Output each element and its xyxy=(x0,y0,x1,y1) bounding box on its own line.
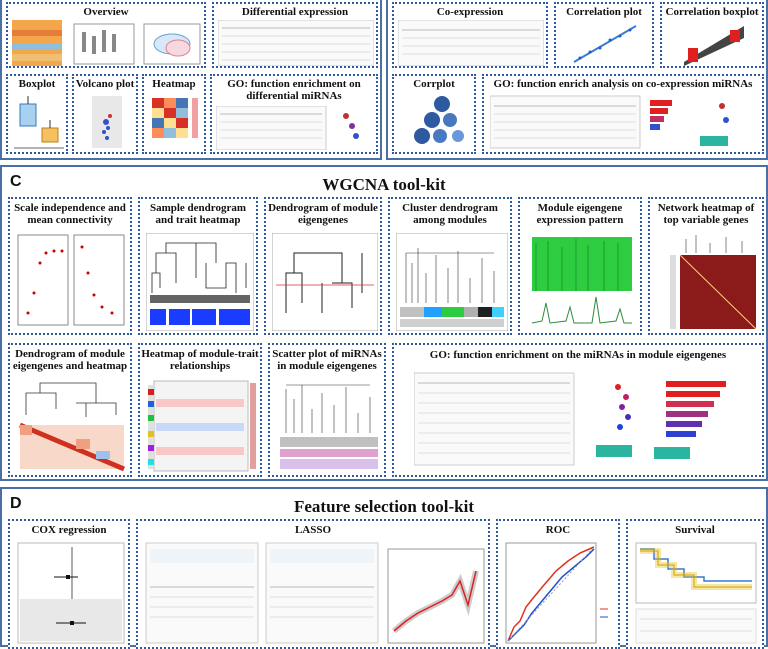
panel-sample-dendrogram-title: Sample dendrogram and trait heatmap xyxy=(149,202,247,226)
volcano-thumbnail xyxy=(92,96,122,148)
section-feature-selection: D Feature selection tool-kit COX regress… xyxy=(0,487,768,649)
panel-module-eigengene-title: Module eigengene expression pattern xyxy=(536,202,624,226)
panel-go-diff: GO: function enrichment on differential … xyxy=(210,74,378,154)
panel-lasso: LASSO xyxy=(136,519,490,649)
cox-thumbnail xyxy=(17,542,125,644)
section-d-title: Feature selection tool-kit xyxy=(293,497,475,516)
panel-differential-expression: Differential expression xyxy=(212,2,378,68)
panel-heatmap-trait-title: Heatmap of module-trait relationships xyxy=(141,348,259,372)
heatmap-thumbnail xyxy=(152,98,198,138)
dendrogram-module-thumbnail xyxy=(272,233,378,331)
section-coexpression: Co-expression Correlation plot Correlati… xyxy=(386,0,768,160)
panel-scatter-mirnas-title: Scatter plot of miRNAs in module eigenge… xyxy=(272,348,382,372)
panel-network-heatmap: Network heatmap of top variable genes xyxy=(648,197,764,335)
boxplot-thumbnail xyxy=(14,96,64,149)
panel-boxplot: Boxplot xyxy=(6,74,68,154)
panel-boxplot-title: Boxplot xyxy=(18,78,56,90)
panel-dendrogram-heatmap: Dendrogram of module eigengenes and heat… xyxy=(8,343,132,477)
overview-thumbnail xyxy=(12,20,201,66)
panel-heatmap-title: Heatmap xyxy=(152,78,196,90)
panel-overview-title: Overview xyxy=(83,6,129,18)
panel-scatter-mirnas: Scatter plot of miRNAs in module eigenge… xyxy=(268,343,386,477)
section-wgcna: C WGCNA tool-kit Scale independence and … xyxy=(0,165,768,481)
coexp-table-thumbnail xyxy=(398,20,544,66)
panel-correlation-boxplot: Correlation boxplot xyxy=(660,2,764,68)
section-d-letter: D xyxy=(10,495,22,512)
go-diff-thumbnail xyxy=(216,106,359,150)
panel-scale-independence: Scale independence and mean connectivity xyxy=(8,197,132,335)
heatmap-trait-thumbnail xyxy=(148,380,256,472)
panel-co-expression-title: Co-expression xyxy=(436,6,504,18)
section-c-title: WGCNA tool-kit xyxy=(322,175,446,194)
cluster-dendrogram-thumbnail xyxy=(396,233,508,331)
panel-network-heatmap-title: Network heatmap of top variable genes xyxy=(657,202,755,226)
panel-go-coexp: GO: function enrich analysis on co-expre… xyxy=(482,74,764,154)
corrplot-thumbnail xyxy=(414,96,464,144)
panel-dendrogram-heatmap-title: Dendrogram of module eigengenes and heat… xyxy=(12,348,128,372)
panel-cluster-dendrogram: Cluster dendrogram among modules xyxy=(388,197,512,335)
panel-co-expression: Co-expression xyxy=(392,2,548,68)
roc-thumbnail xyxy=(505,542,608,644)
panel-roc: ROC xyxy=(496,519,620,649)
panel-overview: Overview xyxy=(6,2,206,68)
correlation-thumbnail xyxy=(573,25,637,63)
panel-correlation-boxplot-title: Correlation boxplot xyxy=(665,6,759,18)
panel-corrplot: Corrplot xyxy=(392,74,476,154)
panel-go-module: GO: function enrichment on the miRNAs in… xyxy=(392,343,764,477)
panel-cox-regression: COX regression xyxy=(8,519,130,649)
scale-independence-thumbnail xyxy=(17,234,125,326)
panel-heatmap-trait: Heatmap of module-trait relationships xyxy=(138,343,262,477)
module-eigengene-thumbnail xyxy=(531,237,632,324)
panel-heatmap: Heatmap xyxy=(142,74,206,154)
panel-volcano-plot-title: Volcano plot xyxy=(75,78,135,90)
panel-survival: Survival xyxy=(626,519,764,649)
dendrogram-heatmap-thumbnail xyxy=(19,382,125,472)
panel-cox-regression-title: COX regression xyxy=(31,524,107,536)
panel-lasso-title: LASSO xyxy=(294,524,332,536)
network-heatmap-thumbnail xyxy=(670,235,757,330)
panel-go-module-title: GO: function enrichment on the miRNAs in… xyxy=(429,349,727,361)
go-module-thumbnail xyxy=(414,372,726,466)
panel-cluster-dendrogram-title: Cluster dendrogram among modules xyxy=(402,202,498,226)
correlation-boxplot-thumbnail xyxy=(684,26,744,66)
diff-table-thumbnail xyxy=(218,20,374,66)
go-coexp-thumbnail xyxy=(490,95,729,149)
scatter-mirnas-thumbnail xyxy=(280,384,378,469)
panel-dendrogram-module-eigengenes: Dendrogram of module eigengenes xyxy=(264,197,382,335)
sample-dendrogram-thumbnail xyxy=(146,233,254,331)
lasso-thumbnail xyxy=(145,542,485,644)
panel-corrplot-title: Corrplot xyxy=(413,78,455,90)
section-expression: Overview Differential expression Boxplot xyxy=(0,0,382,160)
panel-go-coexp-title: GO: function enrich analysis on co-expre… xyxy=(493,78,753,90)
panel-sample-dendrogram: Sample dendrogram and trait heatmap xyxy=(138,197,258,335)
panel-roc-title: ROC xyxy=(545,524,571,536)
panel-go-diff-title: GO: function enrichment on differential … xyxy=(227,78,361,102)
panel-survival-title: Survival xyxy=(675,524,715,536)
panel-differential-expression-title: Differential expression xyxy=(241,6,349,18)
panel-correlation-plot-title: Correlation plot xyxy=(566,6,642,18)
panel-volcano-plot: Volcano plot xyxy=(72,74,138,154)
panel-scale-independence-title: Scale independence and mean connectivity xyxy=(14,202,126,226)
panel-module-eigengene: Module eigengene expression pattern xyxy=(518,197,642,335)
panel-dendrogram-module-eigengenes-title: Dendrogram of module eigengenes xyxy=(268,202,378,226)
survival-thumbnail xyxy=(635,542,757,644)
panel-correlation-plot: Correlation plot xyxy=(554,2,654,68)
section-c-letter: C xyxy=(10,173,22,190)
